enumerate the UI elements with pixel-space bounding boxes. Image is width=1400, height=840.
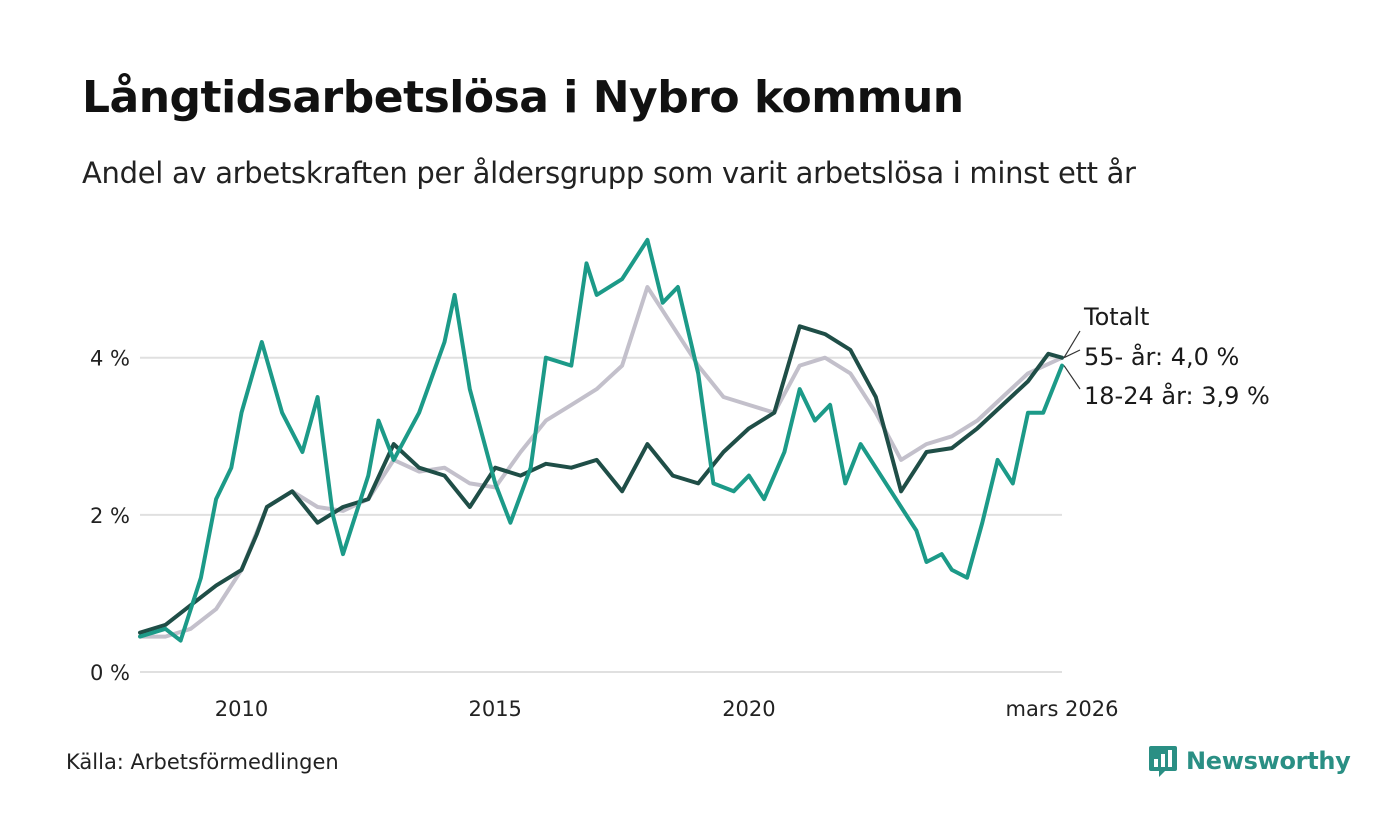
end-label: Totalt — [1083, 303, 1149, 331]
newsworthy-logo: Newsworthy — [1148, 744, 1351, 778]
end-label: 55- år: 4,0 % — [1084, 342, 1239, 371]
x-tick-label: 2010 — [215, 697, 268, 721]
newsworthy-logo-icon — [1149, 746, 1177, 777]
series-line-18-24 — [138, 237, 1064, 643]
x-tick-label: 2020 — [722, 697, 775, 721]
x-axis-ticks: 2010 2015 2020 mars 2026 — [215, 697, 1119, 721]
y-axis-ticks: 0 % 2 % 4 % — [90, 347, 130, 685]
series-lines — [138, 237, 1064, 643]
x-tick-label: mars 2026 — [1005, 697, 1118, 721]
chart-subtitle: Andel av arbetskraften per åldersgrupp s… — [82, 156, 1136, 190]
y-tick-label: 4 % — [90, 347, 130, 371]
line-chart: 0 % 2 % 4 % 2010 2015 2020 mars 2026 Totalt 55… — [90, 237, 1270, 721]
series-line-total — [138, 285, 1064, 639]
end-labels: Totalt 55- år: 4,0 % 18-24 år: 3,9 % — [1063, 303, 1270, 410]
source-note: Källa: Arbetsförmedlingen — [66, 750, 339, 774]
chart-title: Långtidsarbetslösa i Nybro kommun — [82, 72, 964, 123]
series-line-55plus — [138, 324, 1064, 635]
y-tick-label: 0 % — [90, 661, 130, 685]
brand-name: Newsworthy — [1186, 747, 1351, 775]
x-tick-label: 2015 — [468, 697, 521, 721]
end-label-leader — [1063, 349, 1081, 359]
end-label-leader — [1063, 365, 1081, 390]
end-label-leader — [1063, 330, 1081, 359]
y-tick-label: 2 % — [90, 504, 130, 528]
end-label: 18-24 år: 3,9 % — [1084, 381, 1270, 410]
